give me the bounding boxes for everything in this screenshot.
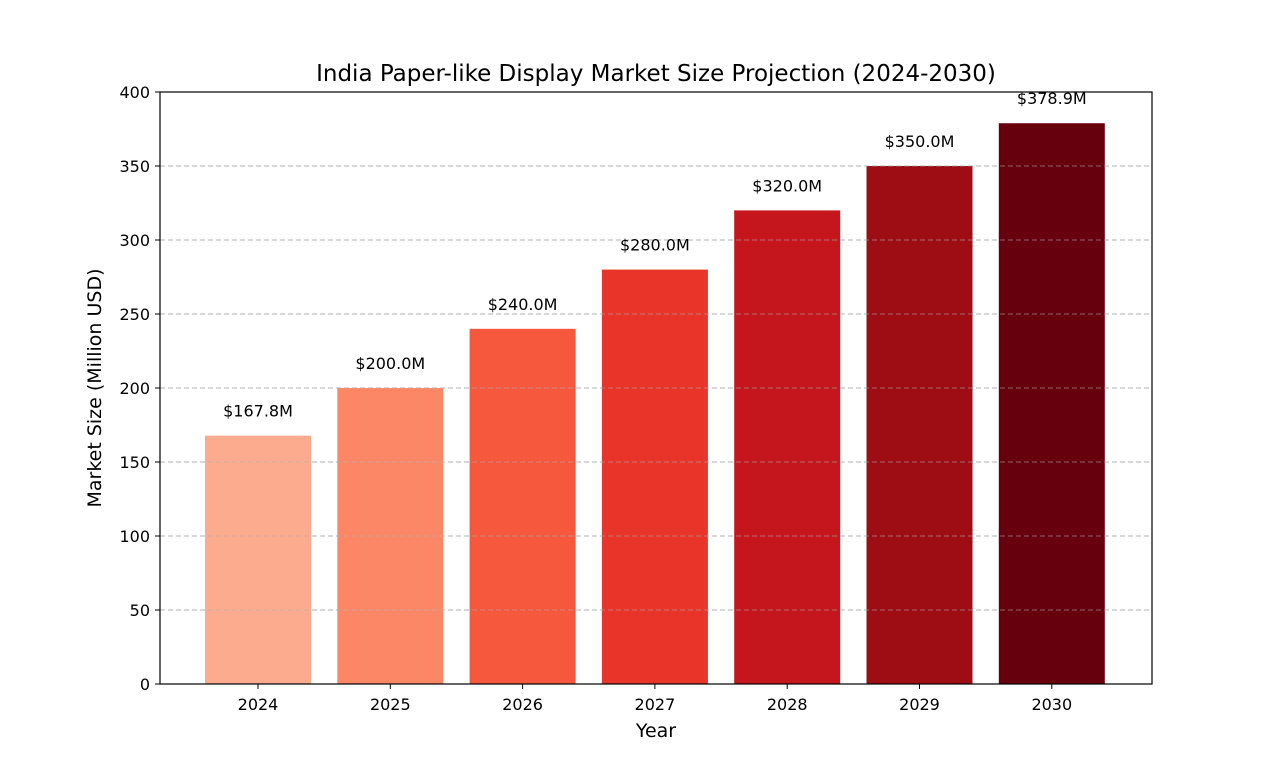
x-tick-label: 2026	[502, 695, 543, 714]
data-label-2027: $280.0M	[620, 236, 690, 255]
grid-lines-overlay	[160, 165, 1152, 611]
data-label-2029: $350.0M	[885, 132, 955, 151]
x-tick-label: 2027	[635, 695, 676, 714]
bar-2024	[205, 435, 311, 684]
y-tick-label: 200	[119, 379, 150, 398]
y-tick-label: 0	[140, 675, 150, 694]
y-tick-label: 50	[130, 601, 150, 620]
y-tick-label: 400	[119, 83, 150, 102]
y-axis-label: Market Size (Million USD)	[84, 268, 106, 507]
data-label-2030: $378.9M	[1017, 89, 1087, 108]
data-label-2024: $167.8M	[223, 402, 293, 421]
x-axis-ticks: 2024 2025 2026 2027 2028 2029 2030	[238, 684, 1072, 714]
x-tick-label: 2025	[370, 695, 411, 714]
y-tick-label: 100	[119, 527, 150, 546]
x-tick-label: 2028	[767, 695, 808, 714]
y-tick-label: 350	[119, 157, 150, 176]
data-label-2025: $200.0M	[355, 354, 425, 373]
bar-2028	[734, 210, 841, 684]
chart-title: India Paper-like Display Market Size Pro…	[316, 61, 996, 87]
data-label-2028: $320.0M	[752, 176, 822, 195]
data-label-2026: $240.0M	[488, 295, 558, 314]
x-tick-label: 2024	[238, 695, 279, 714]
y-axis-ticks: 0 50 100 150 200 250 300 350 400	[119, 83, 160, 694]
y-tick-label: 300	[119, 231, 150, 250]
bars	[205, 123, 1105, 684]
x-axis-label: Year	[635, 720, 676, 742]
x-tick-label: 2030	[1031, 695, 1072, 714]
data-labels: $167.8M $200.0M $240.0M $280.0M $320.0M $350.…	[223, 89, 1087, 420]
bar-2027	[601, 269, 708, 684]
y-tick-label: 250	[119, 305, 150, 324]
y-tick-label: 150	[119, 453, 150, 472]
bar-2029	[866, 166, 973, 684]
x-tick-label: 2029	[899, 695, 940, 714]
bar-2030	[998, 123, 1105, 684]
bar-2026	[469, 328, 576, 684]
